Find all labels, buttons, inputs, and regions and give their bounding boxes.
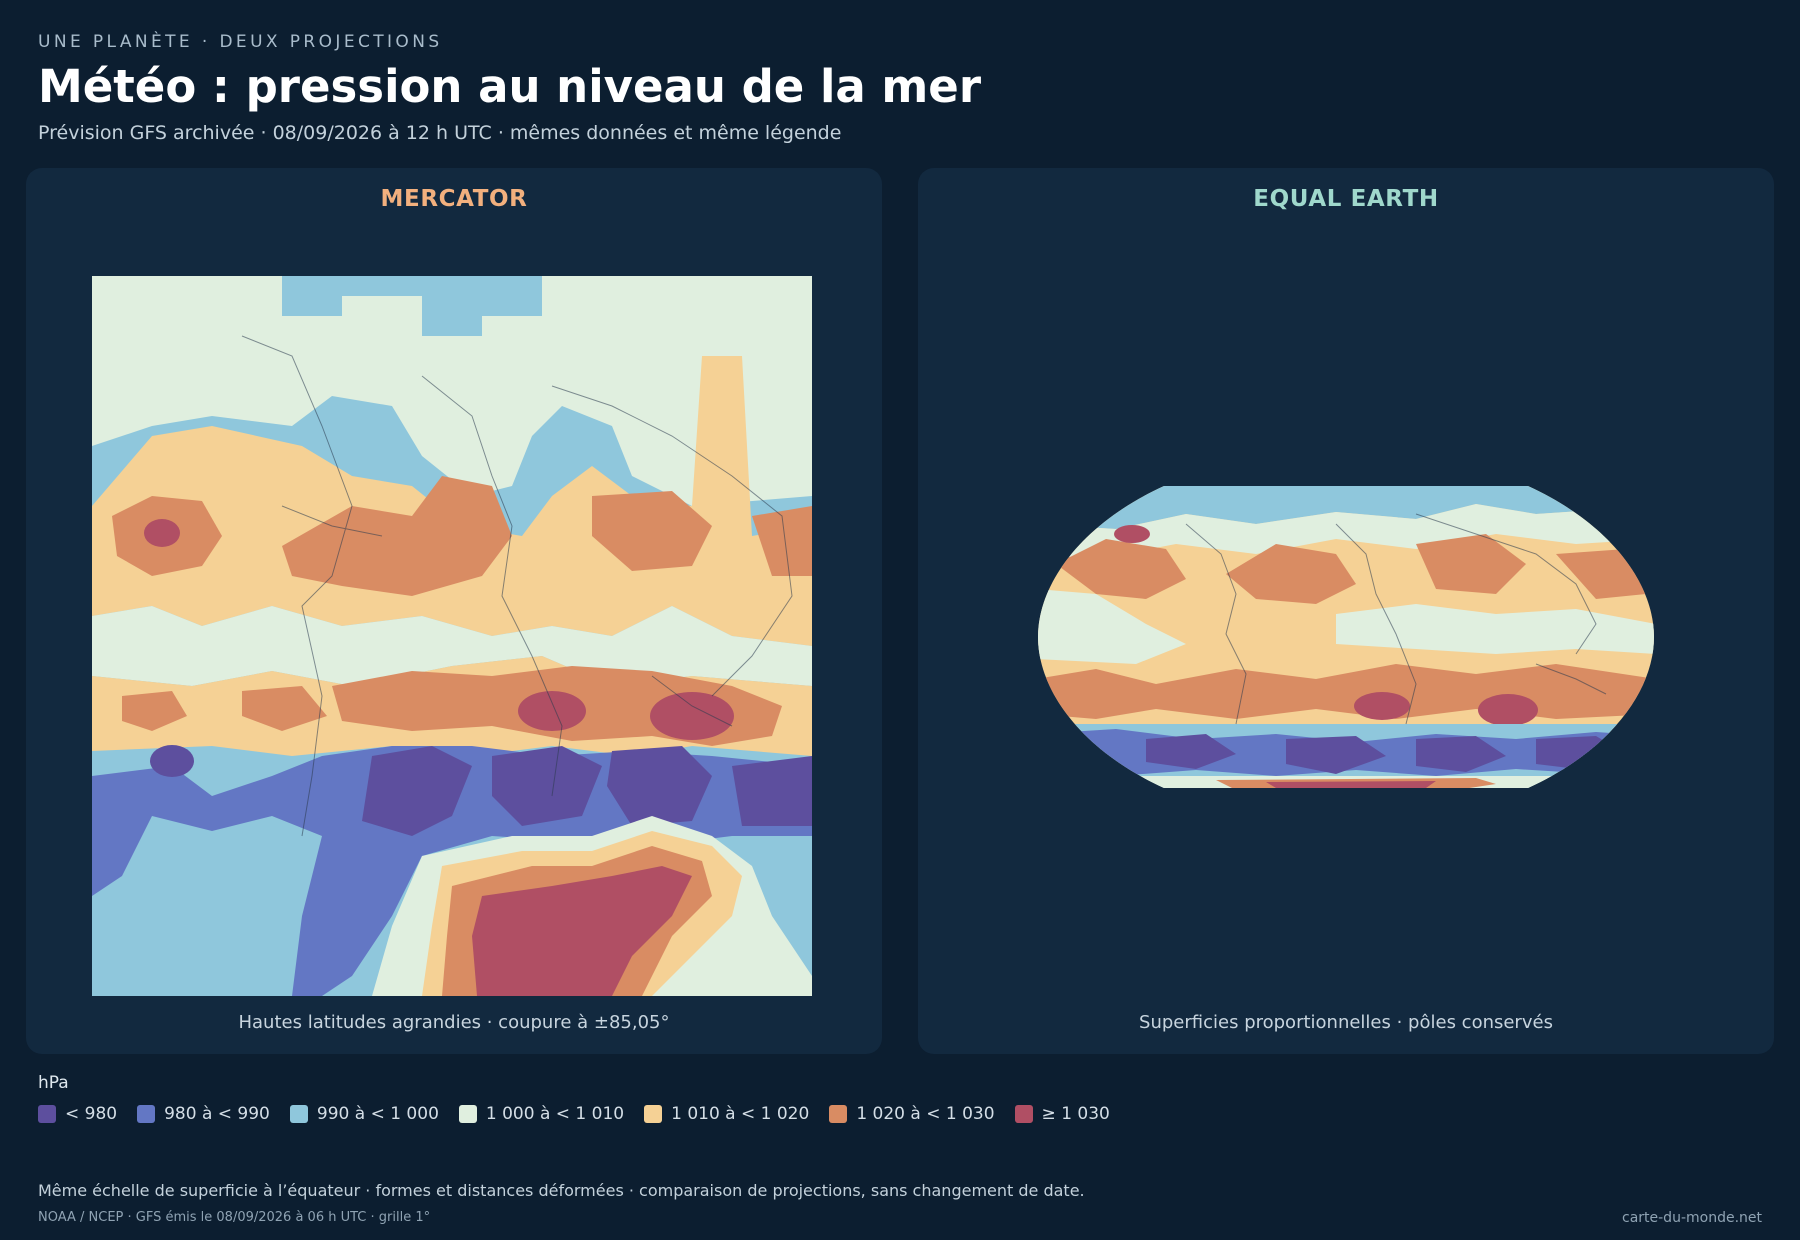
high-south-1020-a (122, 691, 187, 731)
mercator-panel: MERCATOR (26, 168, 882, 1054)
high-atlantic-1020 (282, 476, 512, 596)
legend-label: 1 010 à < 1 020 (671, 1104, 810, 1124)
data-source: NOAA / NCEP · GFS émis le 08/09/2026 à 0… (38, 1210, 431, 1225)
legend-swatch (1014, 1105, 1033, 1123)
high-south-1020-b (242, 686, 327, 731)
legend-swatch (458, 1105, 477, 1123)
site-credit: carte-du-monde.net (1622, 1210, 1762, 1226)
ee-high-north-1020-a (1056, 539, 1186, 599)
high-north-1030 (144, 519, 180, 547)
ee-high-north-1030 (1114, 525, 1150, 543)
legend-item: 1 010 à < 1 020 (644, 1104, 809, 1124)
ee-high-north-1020-d (1556, 549, 1646, 599)
ee-high-north-1020-c (1416, 534, 1526, 594)
mercator-title: MERCATOR (380, 186, 528, 212)
legend-item: 1 000 à < 1 010 (458, 1104, 625, 1124)
ee-coastlines (1185, 513, 1607, 725)
legend-swatch (289, 1105, 308, 1123)
equal-earth-title: EQUAL EARTH (1253, 186, 1439, 212)
page-subtitle: Prévision GFS archivée · 08/09/2026 à 12… (38, 122, 842, 144)
equal-earth-caption: Superficies proportionnelles · pôles con… (1139, 1012, 1553, 1033)
coastlines (241, 335, 793, 837)
legend-label: ≥ 1 030 (1041, 1104, 1110, 1124)
legend-swatch (644, 1105, 663, 1123)
ee-band-1000-equator-b (1336, 604, 1654, 654)
page-title: Météo : pression au niveau de la mer (38, 60, 982, 113)
legend-item: 980 à < 990 (137, 1104, 270, 1124)
band-980-deep-d (732, 756, 812, 826)
legend-label: 980 à < 990 (164, 1104, 270, 1124)
high-south-1030-b (650, 692, 734, 740)
legend-label: < 980 (65, 1104, 118, 1124)
equal-earth-panel: EQUAL EARTH (918, 168, 1774, 1054)
mercator-caption: Hautes latitudes agrandies · coupure à ±… (238, 1012, 670, 1033)
band-980-deep-c (607, 746, 712, 826)
equal-earth-map (1038, 486, 1654, 788)
high-south-1030-a (518, 691, 586, 731)
legend-item: 990 à < 1 000 (289, 1104, 439, 1124)
legend-swatch (829, 1105, 848, 1123)
legend-item: < 980 (38, 1104, 117, 1124)
footnote: Même échelle de superficie à l’équateur … (38, 1181, 1085, 1200)
ee-antarctic-1030 (1266, 781, 1436, 788)
ee-high-north-1020-b (1226, 544, 1356, 604)
ee-band-990-north (1038, 486, 1654, 529)
antarctic-1030 (472, 866, 692, 996)
band-1000-equator (92, 606, 812, 686)
legend-label: 990 à < 1 000 (316, 1104, 439, 1124)
band-980-deep-e (150, 745, 194, 777)
legend-unit: hPa (38, 1073, 69, 1093)
band-1000-north (92, 276, 812, 506)
ee-band-1000-north (1038, 504, 1654, 559)
legend-label: 1 020 à < 1 030 (856, 1104, 995, 1124)
high-east-1020 (752, 506, 812, 576)
legend: < 980 980 à < 990 990 à < 1 000 1 000 à … (38, 1104, 1110, 1124)
high-asia-1020 (592, 491, 712, 571)
kicker: UNE PLANÈTE · DEUX PROJECTIONS (38, 32, 443, 52)
legend-swatch (38, 1105, 56, 1123)
ee-high-south-1030-b (1478, 694, 1538, 726)
legend-item: 1 020 à < 1 030 (829, 1104, 995, 1124)
ee-band-1000-equator (1038, 589, 1186, 664)
band-1010-north (92, 356, 812, 646)
ee-high-south-1030-a (1354, 692, 1410, 720)
ee-band-980-deep (1146, 734, 1626, 774)
legend-item: ≥ 1 030 (1014, 1104, 1110, 1124)
legend-swatch (137, 1105, 156, 1123)
legend-label: 1 000 à < 1 010 (485, 1104, 625, 1124)
mercator-map (92, 276, 812, 996)
band-980-deep-a (362, 746, 472, 836)
band-980-deep-b (492, 746, 602, 826)
